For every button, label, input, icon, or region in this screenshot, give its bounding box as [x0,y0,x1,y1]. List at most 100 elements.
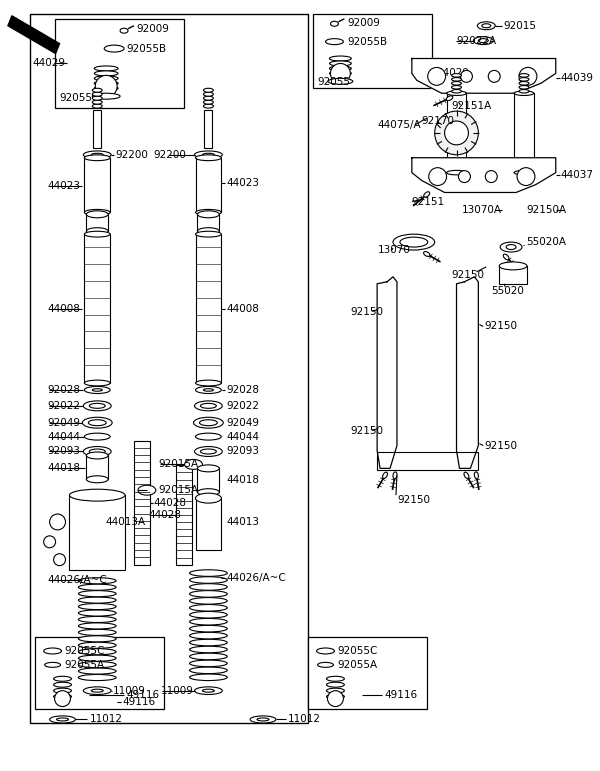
Ellipse shape [250,716,276,723]
Ellipse shape [317,662,334,668]
Ellipse shape [190,570,227,577]
Text: 44028: 44028 [154,498,187,508]
Ellipse shape [86,227,108,234]
Circle shape [44,536,56,547]
Text: 49116: 49116 [384,689,417,699]
Ellipse shape [85,433,110,440]
Ellipse shape [79,623,116,629]
Bar [35,637,164,709]
Ellipse shape [190,604,227,611]
Ellipse shape [92,88,102,93]
Ellipse shape [79,610,116,616]
Text: 92055: 92055 [59,93,92,103]
Ellipse shape [94,86,118,91]
Ellipse shape [190,646,227,653]
Ellipse shape [519,89,529,93]
Text: 11012: 11012 [288,715,321,725]
Text: 44028: 44028 [149,510,182,520]
Ellipse shape [53,694,71,699]
Text: 44075/A: 44075/A [377,120,421,130]
Ellipse shape [383,472,388,479]
Ellipse shape [89,449,105,454]
Ellipse shape [197,210,220,217]
Text: 92151: 92151 [412,197,445,207]
Ellipse shape [200,403,217,409]
Ellipse shape [478,22,495,30]
Text: 92200: 92200 [115,150,148,160]
Ellipse shape [190,625,227,632]
Bar [86,456,108,480]
Text: 92151A: 92151A [452,101,492,111]
Ellipse shape [329,61,352,66]
Text: 92055A: 92055A [65,660,104,670]
Text: 92009: 92009 [347,18,380,28]
Ellipse shape [326,39,343,45]
Text: 92150: 92150 [452,270,485,280]
Ellipse shape [53,676,71,682]
Ellipse shape [424,192,430,197]
Ellipse shape [92,93,102,96]
Ellipse shape [196,433,221,440]
Text: 92093: 92093 [47,446,80,456]
Ellipse shape [79,648,116,655]
Circle shape [55,691,70,706]
Polygon shape [412,59,556,93]
Text: 92055C: 92055C [65,646,105,656]
Circle shape [331,63,350,83]
Ellipse shape [499,262,527,270]
Ellipse shape [94,76,118,81]
Ellipse shape [329,71,352,76]
Text: 92028: 92028 [47,385,80,395]
Polygon shape [412,158,556,193]
Ellipse shape [92,100,102,104]
Bar [377,453,478,470]
Text: 92150: 92150 [397,495,430,505]
Ellipse shape [519,82,529,85]
Ellipse shape [44,648,62,654]
Bar [86,214,108,231]
Ellipse shape [203,389,214,391]
Text: 92028: 92028 [226,385,259,395]
Ellipse shape [85,231,110,237]
Ellipse shape [190,618,227,625]
Text: 13070A: 13070A [461,205,502,215]
Ellipse shape [79,668,116,674]
Circle shape [428,67,446,86]
Text: 92015A: 92015A [159,485,199,495]
Ellipse shape [85,380,110,386]
Bar [308,637,427,709]
Ellipse shape [94,66,118,71]
Ellipse shape [196,493,221,503]
Text: 44018: 44018 [226,475,259,485]
Ellipse shape [202,689,214,692]
Text: 44008: 44008 [226,304,259,314]
Text: 92200: 92200 [154,150,187,160]
Text: 13070: 13070 [378,245,411,255]
Ellipse shape [89,403,105,409]
Ellipse shape [203,104,214,108]
Bar [85,158,110,212]
Circle shape [50,514,65,530]
Ellipse shape [393,472,397,479]
Ellipse shape [82,417,112,428]
Ellipse shape [83,401,111,411]
Bar [30,14,308,723]
Ellipse shape [326,676,344,682]
Ellipse shape [194,446,223,456]
Text: 92055A: 92055A [337,660,377,670]
Ellipse shape [197,489,220,496]
Ellipse shape [79,636,116,642]
Ellipse shape [424,251,430,257]
Ellipse shape [85,210,110,215]
Text: 44018: 44018 [47,463,80,473]
Ellipse shape [503,254,509,260]
Text: 55020A: 55020A [526,237,566,247]
Ellipse shape [452,78,461,81]
Bar [499,266,527,284]
Circle shape [53,554,65,566]
Ellipse shape [190,632,227,639]
Ellipse shape [56,718,68,721]
Ellipse shape [190,660,227,667]
Ellipse shape [190,639,227,646]
Ellipse shape [79,577,116,584]
